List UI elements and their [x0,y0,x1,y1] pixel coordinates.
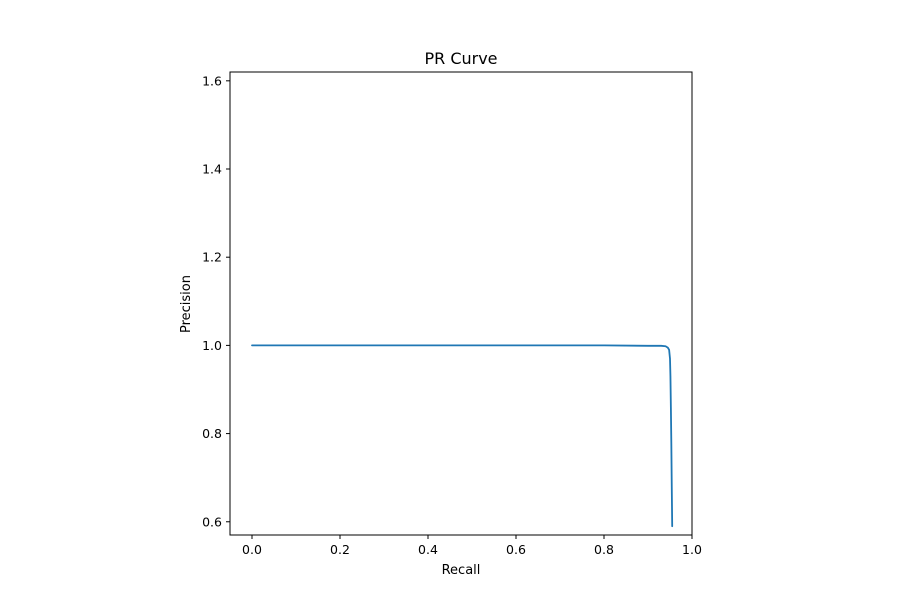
x-tick-label: 0.8 [594,542,614,557]
y-tick-label: 1.6 [202,73,222,88]
x-tick-label: 0.6 [506,542,526,557]
x-tick-label: 0.0 [242,542,262,557]
plot-series [251,344,674,528]
x-tick-label: 0.2 [330,542,350,557]
x-tick-label: 1.0 [682,542,702,557]
y-tick-label: 1.2 [202,250,222,265]
y-axis-label: Precision [179,275,194,333]
plot-frame [229,71,693,536]
y-tick-label: 0.6 [202,514,222,529]
chart-title: PR Curve [424,49,497,68]
y-tick-label: 0.8 [202,426,222,441]
x-axis-label: Recall [442,563,481,578]
y-tick-label: 1.4 [202,162,222,177]
x-axis: 0.0 0.2 0.4 0.6 0.8 1.0 [242,535,702,557]
x-tick-label: 0.4 [418,542,438,557]
pr-curve-line [251,344,674,528]
y-axis: 0.6 0.8 1.0 1.2 1.4 1.6 [202,73,230,529]
y-tick-label: 1.0 [202,338,222,353]
